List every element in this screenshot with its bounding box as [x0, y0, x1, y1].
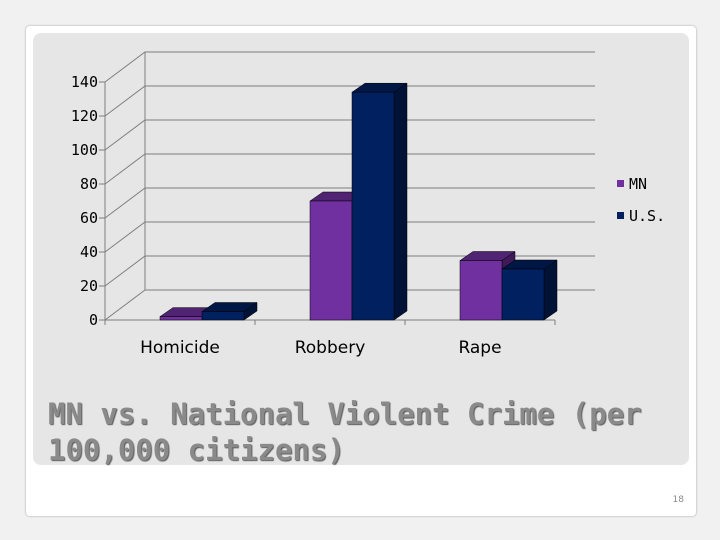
y-axis-ticks: 0 20 40 60 80 100 120 140: [71, 73, 98, 329]
legend-swatch: [617, 212, 624, 219]
gridline: [104, 85, 595, 117]
slide-title: MN vs. National Violent Crime (per 100,0…: [48, 397, 642, 467]
bar: [351, 82, 408, 321]
bar-front: [459, 260, 503, 321]
bar-side: [543, 259, 558, 321]
legend-label: U.S.: [629, 207, 665, 225]
bar-front: [309, 200, 353, 321]
floor-edge: [104, 289, 595, 321]
gridline: [104, 153, 595, 185]
bar: [201, 302, 258, 321]
bar-front: [351, 91, 395, 321]
bars: [159, 82, 558, 321]
bar: [501, 259, 558, 321]
legend: MN U.S.: [617, 175, 665, 225]
y-tick-label: 100: [71, 141, 98, 159]
y-tick-label: 80: [80, 175, 98, 193]
y-tick-label: 60: [80, 209, 98, 227]
gridline: [104, 119, 595, 151]
x-category-label: Rape: [458, 338, 501, 358]
y-tick-label: 40: [80, 243, 98, 261]
bar-front: [501, 268, 545, 321]
bar-front: [201, 311, 245, 321]
gridline: [104, 51, 595, 83]
x-axis-categories: Homicide Robbery Rape: [140, 338, 501, 358]
bar-side: [393, 82, 408, 321]
x-category-label: Robbery: [295, 338, 366, 358]
slide-number: 18: [672, 495, 684, 505]
bar-front: [159, 316, 203, 321]
legend-swatch: [617, 180, 624, 187]
x-category-label: Homicide: [140, 338, 220, 358]
y-tick-label: 0: [89, 311, 98, 329]
y-tick-label: 120: [71, 107, 98, 125]
y-tick-label: 140: [71, 73, 98, 91]
legend-label: MN: [629, 175, 647, 193]
y-tick-label: 20: [80, 277, 98, 295]
